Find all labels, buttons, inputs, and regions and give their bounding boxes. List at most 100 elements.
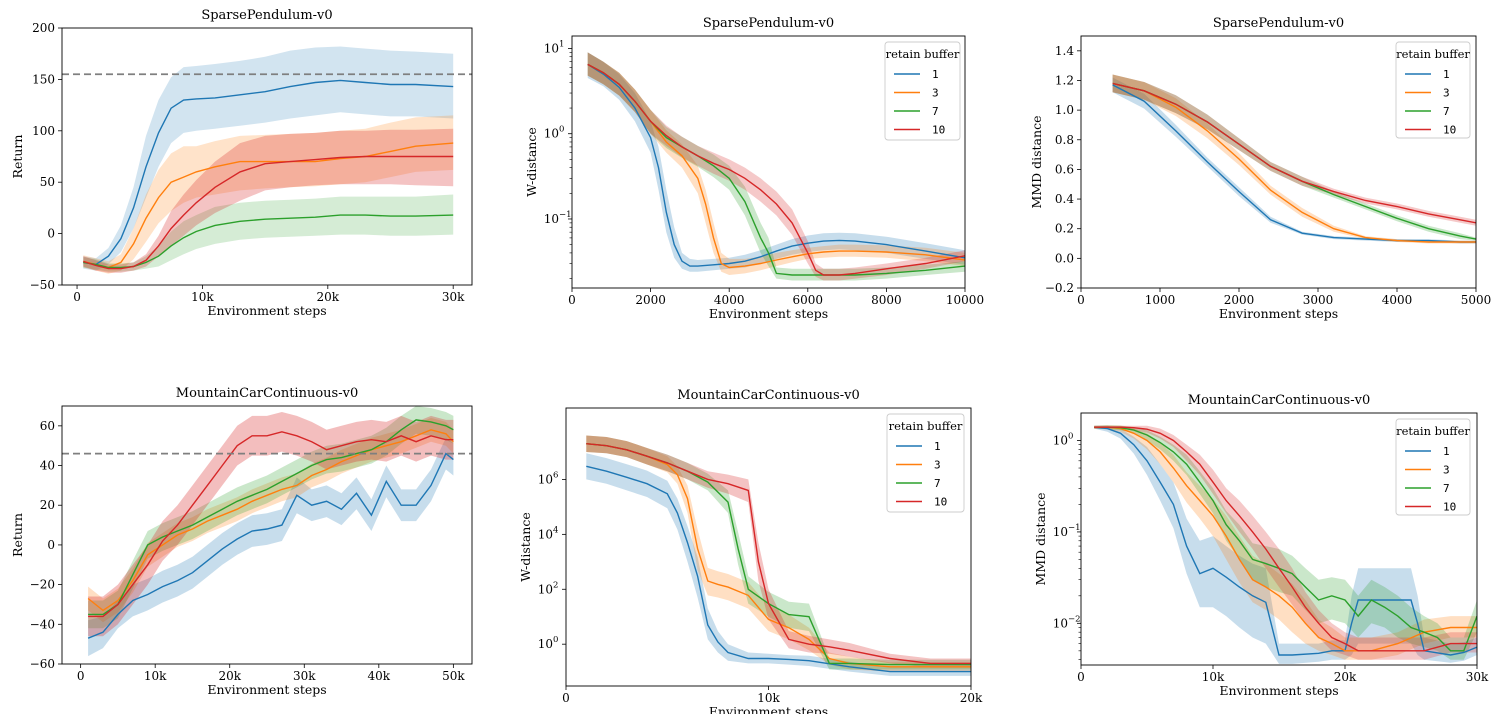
- x-tick-label: 3000: [1303, 293, 1334, 307]
- legend-box: [884, 41, 961, 141]
- y-tick-label: 0: [47, 538, 55, 552]
- series-line-10: [1112, 82, 1476, 224]
- chart-panel-3: SparsePendulum-v0 0 1000 2000 3000 4000 5000 −0…: [1029, 16, 1491, 321]
- x-tick-label: 30k: [293, 669, 316, 683]
- y-tick-label: 10: [544, 41, 559, 55]
- y-tick-label: 20: [40, 498, 55, 512]
- series-line-1: [586, 465, 971, 673]
- y-tick-label: 0.0: [1055, 251, 1074, 265]
- y-tick-label: 60: [40, 419, 55, 433]
- series-band-7: [83, 194, 454, 272]
- series-band-3: [88, 417, 454, 623]
- y-tick-label: 0.8: [1055, 133, 1074, 147]
- series-line-1: [83, 79, 454, 266]
- x-tick-label: 20k: [1334, 670, 1357, 684]
- x-axis-label: Environment steps: [1219, 683, 1338, 698]
- y-tick-label: −20: [30, 578, 55, 592]
- y-tick-label: 10: [1053, 525, 1068, 539]
- plot-area: [1112, 74, 1476, 244]
- x-tick-label: 20k: [317, 290, 340, 304]
- x-tick-label: 0: [1077, 293, 1085, 307]
- legend-box: [1395, 418, 1471, 516]
- chart-panel-1: SparsePendulum-v0 0 10k 20k 30k −50 0 50 100 150 2…: [10, 8, 473, 318]
- y-tick-label: 1.2: [1055, 73, 1074, 87]
- series-line-3: [87, 429, 454, 612]
- legend-label-1: 1: [1443, 68, 1450, 81]
- y-tick-label: 0: [47, 227, 55, 241]
- plot-area: [1094, 425, 1477, 664]
- legend-label-1: 1: [932, 68, 939, 81]
- y-tick-label: 10: [544, 127, 559, 141]
- series-band-1: [586, 453, 971, 676]
- x-tick-label: 10000: [946, 293, 984, 307]
- legend-label-3: 3: [934, 459, 941, 472]
- x-axis-label: Environment steps: [207, 682, 326, 697]
- legend-title: retain buffer: [889, 419, 963, 433]
- plot-area: [587, 52, 965, 281]
- y-axis-label: W-distance: [518, 512, 533, 582]
- y-tick-label: 1.0: [1055, 103, 1074, 117]
- x-tick-label: 8000: [871, 293, 902, 307]
- chart-title: SparsePendulum-v0: [703, 16, 834, 31]
- y-tick-label: 10: [544, 212, 559, 226]
- legend-label-10: 10: [1443, 124, 1456, 137]
- legend-title: retain buffer: [886, 47, 960, 61]
- series-band-10: [587, 52, 965, 281]
- legend-label-7: 7: [1443, 105, 1450, 118]
- legend-label-1: 1: [1443, 445, 1450, 458]
- x-tick-label: 0: [1077, 670, 1085, 684]
- chart-title: MountainCarContinuous-v0: [176, 386, 358, 401]
- y-tick-label: 40: [40, 459, 55, 473]
- y-tick-label: 200: [32, 21, 55, 35]
- axes-frame: [61, 405, 473, 665]
- x-tick-label: 1000: [1145, 293, 1176, 307]
- series-band-3: [1094, 425, 1477, 660]
- series-band-10: [83, 128, 454, 273]
- x-tick-label: 50k: [442, 669, 465, 683]
- x-tick-label: 10k: [144, 669, 167, 683]
- x-tick-label: 40k: [368, 669, 391, 683]
- x-tick-label: 0: [562, 691, 570, 705]
- plot-area: [62, 46, 472, 274]
- legend-box: [1395, 41, 1471, 139]
- y-axis-label: MMD distance: [1029, 116, 1044, 209]
- series-line-10: [1094, 426, 1477, 652]
- y-tick-label: −50: [30, 278, 55, 292]
- legend-label-3: 3: [1443, 464, 1450, 477]
- series-band-10: [88, 412, 454, 637]
- y-tick-label: 10: [1053, 434, 1068, 448]
- series-line-1: [1112, 84, 1476, 243]
- y-tick-label: −0.2: [1045, 281, 1074, 295]
- legend-label-10: 10: [934, 496, 947, 509]
- series-band-1: [83, 46, 454, 271]
- axes-frame: [61, 27, 473, 286]
- x-tick-label: 4000: [1382, 293, 1413, 307]
- y-tick-label: 10: [1053, 616, 1068, 630]
- series-line-7: [1094, 426, 1477, 652]
- chart-panel-2: SparsePendulum-v0 0 2000 4000 6000 8000 10000 1…: [524, 16, 984, 321]
- y-tick-label: 0.6: [1055, 162, 1074, 176]
- x-tick-label: 10k: [757, 691, 780, 705]
- y-tick-exponent: −2: [1068, 614, 1081, 624]
- y-tick-label: 10: [538, 472, 553, 486]
- legend-label-7: 7: [1443, 482, 1450, 495]
- legend-label-7: 7: [934, 477, 941, 490]
- y-tick-exponent: 4: [553, 525, 558, 535]
- y-tick-label: 0.2: [1055, 222, 1074, 236]
- legend-label-3: 3: [1443, 87, 1450, 100]
- y-axis-label: W-distance: [524, 127, 539, 197]
- chart-title: SparsePendulum-v0: [1213, 16, 1344, 31]
- chart-title: MountainCarContinuous-v0: [677, 388, 859, 403]
- series-band-3: [587, 52, 965, 276]
- y-tick-label: 1.4: [1055, 44, 1074, 58]
- series-line-10: [586, 443, 971, 665]
- axes-frame: [571, 35, 966, 289]
- series-line-10: [587, 63, 965, 276]
- y-tick-exponent: 6: [553, 470, 558, 480]
- series-band-1: [88, 437, 454, 657]
- series-band-3: [1112, 74, 1476, 244]
- y-tick-label: 50: [40, 175, 55, 189]
